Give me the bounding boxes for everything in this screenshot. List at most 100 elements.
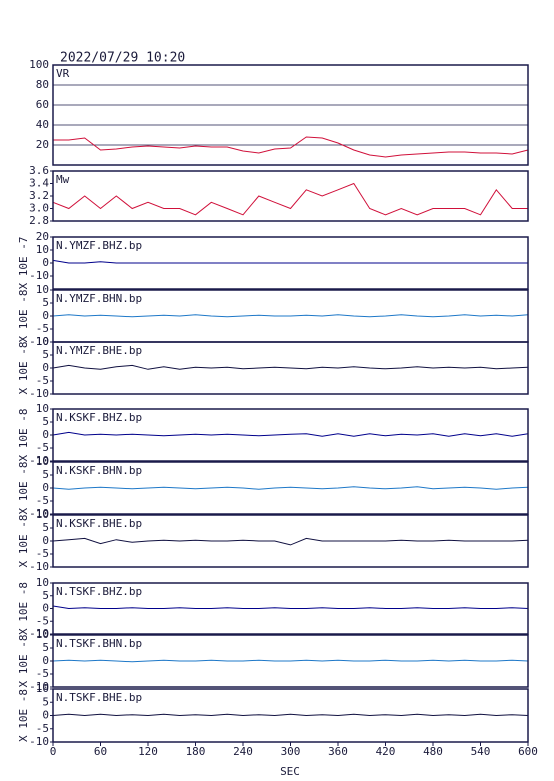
panel-frame: [52, 236, 529, 290]
y-tick-label: 10: [36, 576, 49, 589]
series-line: [52, 659, 529, 663]
y-axis-label: X 10E -8: [17, 409, 30, 462]
series-line: [52, 314, 529, 318]
y-tick-label: 10: [36, 243, 49, 256]
y-axis-label: X 10E -8: [17, 515, 30, 568]
x-tick-label: 420: [376, 745, 396, 758]
y-tick-label: 5: [42, 695, 49, 708]
y-tick-label: 2.8: [29, 214, 49, 227]
series-label: N.TSKF.BHZ.bp: [56, 585, 142, 598]
panel-frame: [52, 634, 529, 688]
series-label: N.KSKF.BHZ.bp: [56, 411, 142, 424]
y-tick-label: 5: [42, 468, 49, 481]
y-tick-label: 60: [36, 98, 49, 111]
series-label: N.YMZF.BHZ.bp: [56, 239, 142, 252]
x-tick-label: 600: [518, 745, 538, 758]
series-line: [52, 364, 529, 370]
series-label: VR: [56, 67, 70, 80]
y-tick-label: -10: [29, 735, 49, 748]
y-tick-label: 5: [42, 521, 49, 534]
panel-frame: [52, 408, 529, 462]
y-tick-label: 5: [42, 296, 49, 309]
x-tick-label: 60: [94, 745, 107, 758]
y-tick-label: -5: [36, 614, 49, 627]
y-tick-label: 10: [36, 628, 49, 641]
series-label: N.TSKF.BHN.bp: [56, 637, 142, 650]
y-tick-label: 3.0: [29, 202, 49, 215]
y-tick-label: 80: [36, 78, 49, 91]
y-tick-label: 3.6: [29, 164, 49, 177]
series-label: Mw: [56, 173, 70, 186]
y-tick-label: 0: [42, 654, 49, 667]
x-tick-label: 240: [233, 745, 253, 758]
y-tick-label: 10: [36, 455, 49, 468]
series-label: N.KSKF.BHN.bp: [56, 464, 142, 477]
y-axis-label: X 10E -8: [17, 582, 30, 635]
y-tick-label: -5: [36, 441, 49, 454]
panel-frame: [52, 582, 529, 635]
series-line: [52, 431, 529, 437]
y-axis-label: X 10E -8: [17, 342, 30, 395]
y-tick-label: 3.4: [29, 177, 49, 190]
y-tick-label: -10: [29, 335, 49, 348]
x-tick-label: 180: [186, 745, 206, 758]
series-label: N.YMZF.BHN.bp: [56, 292, 142, 305]
series-line: [52, 486, 529, 490]
x-tick-label: 0: [50, 745, 57, 758]
y-tick-label: 0: [42, 602, 49, 615]
y-tick-label: 10: [36, 335, 49, 348]
y-tick-label: -10: [29, 454, 49, 467]
y-tick-label: 10: [36, 508, 49, 521]
y-tick-label: -5: [36, 374, 49, 387]
y-tick-label: -10: [29, 680, 49, 693]
y-tick-label: 20: [36, 138, 49, 151]
y-tick-label: 40: [36, 118, 49, 131]
y-tick-label: -10: [29, 560, 49, 573]
panel-frame: [52, 461, 529, 515]
y-tick-label: 5: [42, 641, 49, 654]
y-tick-label: -10: [29, 507, 49, 520]
y-tick-label: -5: [36, 667, 49, 680]
series-label: N.KSKF.BHE.bp: [56, 517, 142, 530]
y-tick-label: 10: [36, 402, 49, 415]
series-line: [52, 713, 529, 717]
y-tick-label: 0: [42, 481, 49, 494]
y-tick-label: -10: [29, 387, 49, 400]
y-tick-label: -5: [36, 722, 49, 735]
y-tick-label: 5: [42, 348, 49, 361]
x-tick-label: 540: [471, 745, 491, 758]
x-tick-label: 360: [328, 745, 348, 758]
x-tick-label: 480: [423, 745, 443, 758]
x-tick-label: 120: [138, 745, 158, 758]
y-tick-label: 0: [42, 256, 49, 269]
y-tick-label: -5: [36, 494, 49, 507]
y-tick-label: 5: [42, 589, 49, 602]
panel-frame: [52, 341, 529, 395]
series-line: [52, 259, 528, 264]
y-tick-label: 0: [42, 709, 49, 722]
y-tick-label: 3.2: [29, 189, 49, 202]
y-tick-label: 0: [42, 309, 49, 322]
panel-frame: [52, 170, 529, 222]
y-tick-label: 5: [42, 415, 49, 428]
x-tick-label: 300: [281, 745, 301, 758]
y-tick-label: 0: [42, 361, 49, 374]
y-tick-label: -10: [29, 269, 49, 282]
y-tick-label: 10: [36, 283, 49, 296]
panel-frame: [52, 514, 529, 568]
series-label: N.TSKF.BHE.bp: [56, 691, 142, 704]
y-axis-label: X 10E -8: [17, 635, 30, 688]
y-axis-label: X 10E -8: [17, 462, 30, 515]
y-tick-label: 0: [42, 428, 49, 441]
series-line: [52, 537, 529, 546]
chart-title: 2022/07/29 10:20: [60, 51, 185, 66]
y-tick-label: 20: [36, 230, 49, 243]
panel-frame: [52, 64, 529, 166]
y-axis-label: X 10E -8: [17, 290, 30, 343]
y-tick-label: 100: [29, 58, 49, 71]
series-line: [52, 605, 529, 610]
series-label: N.YMZF.BHE.bp: [56, 344, 142, 357]
y-tick-label: 0: [42, 534, 49, 547]
series-line: [53, 136, 529, 158]
